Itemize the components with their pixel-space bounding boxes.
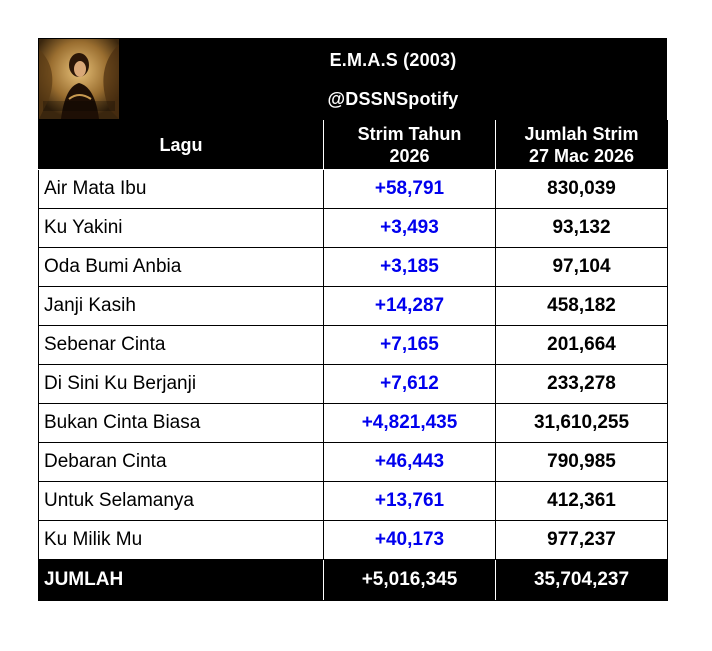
streams-table: Lagu Strim Tahun 2026 Jumlah Strim 27 Ma… — [38, 120, 668, 601]
table-row: Ku Milik Mu +40,173 977,237 — [38, 520, 668, 560]
summary-label: JUMLAH — [38, 559, 324, 601]
table-row: Debaran Cinta +46,443 790,985 — [38, 442, 668, 482]
total-streams: 977,237 — [495, 520, 668, 560]
total-streams: 830,039 — [495, 169, 668, 209]
yearly-streams: +46,443 — [323, 442, 496, 482]
table-row: Ku Yakini +3,493 93,132 — [38, 208, 668, 248]
table-row: Sebenar Cinta +7,165 201,664 — [38, 325, 668, 365]
song-title: Ku Yakini — [38, 208, 324, 248]
total-streams: 790,985 — [495, 442, 668, 482]
yearly-streams: +58,791 — [323, 169, 496, 209]
yearly-streams: +7,165 — [323, 325, 496, 365]
total-streams: 201,664 — [495, 325, 668, 365]
total-streams: 31,610,255 — [495, 403, 668, 443]
song-title: Air Mata Ibu — [38, 169, 324, 209]
column-header-total-label: Jumlah Strim 27 Mac 2026 — [524, 124, 639, 166]
table-header-row: Lagu Strim Tahun 2026 Jumlah Strim 27 Ma… — [38, 120, 668, 170]
song-title: Sebenar Cinta — [38, 325, 324, 365]
summary-yearly-streams: +5,016,345 — [323, 559, 496, 601]
song-title: Untuk Selamanya — [38, 481, 324, 521]
song-title: Oda Bumi Anbia — [38, 247, 324, 287]
total-streams: 97,104 — [495, 247, 668, 287]
column-header-total-streams: Jumlah Strim 27 Mac 2026 — [495, 120, 668, 170]
table-row: Untuk Selamanya +13,761 412,361 — [38, 481, 668, 521]
table-row: Bukan Cinta Biasa +4,821,435 31,610,255 — [38, 403, 668, 443]
yearly-streams: +40,173 — [323, 520, 496, 560]
total-streams: 233,278 — [495, 364, 668, 404]
column-header-song: Lagu — [38, 120, 324, 170]
yearly-streams: +4,821,435 — [323, 403, 496, 443]
column-header-yearly-label: Strim Tahun 2026 — [357, 124, 462, 166]
table-row: Oda Bumi Anbia +3,185 97,104 — [38, 247, 668, 287]
table-header-block: E.M.A.S (2003) @DSSNSpotify — [38, 38, 667, 120]
song-title: Janji Kasih — [38, 286, 324, 326]
column-header-yearly-streams: Strim Tahun 2026 — [323, 120, 496, 170]
total-streams: 458,182 — [495, 286, 668, 326]
table-row: Air Mata Ibu +58,791 830,039 — [38, 169, 668, 209]
album-title: E.M.A.S (2003) — [329, 50, 457, 70]
song-title: Di Sini Ku Berjanji — [38, 364, 324, 404]
song-title: Ku Milik Mu — [38, 520, 324, 560]
yearly-streams: +13,761 — [323, 481, 496, 521]
yearly-streams: +14,287 — [323, 286, 496, 326]
yearly-streams: +3,493 — [323, 208, 496, 248]
summary-row: JUMLAH +5,016,345 35,704,237 — [38, 559, 668, 601]
yearly-streams: +3,185 — [323, 247, 496, 287]
song-title: Bukan Cinta Biasa — [38, 403, 324, 443]
total-streams: 412,361 — [495, 481, 668, 521]
total-streams: 93,132 — [495, 208, 668, 248]
song-title: Debaran Cinta — [38, 442, 324, 482]
album-cover-art — [39, 39, 119, 119]
table-row: Di Sini Ku Berjanji +7,612 233,278 — [38, 364, 668, 404]
source-handle: @DSSNSpotify — [327, 89, 459, 109]
yearly-streams: +7,612 — [323, 364, 496, 404]
table-row: Janji Kasih +14,287 458,182 — [38, 286, 668, 326]
summary-total-streams: 35,704,237 — [495, 559, 668, 601]
album-cover-image — [38, 38, 120, 120]
title-box: E.M.A.S (2003) @DSSNSpotify — [119, 38, 667, 120]
